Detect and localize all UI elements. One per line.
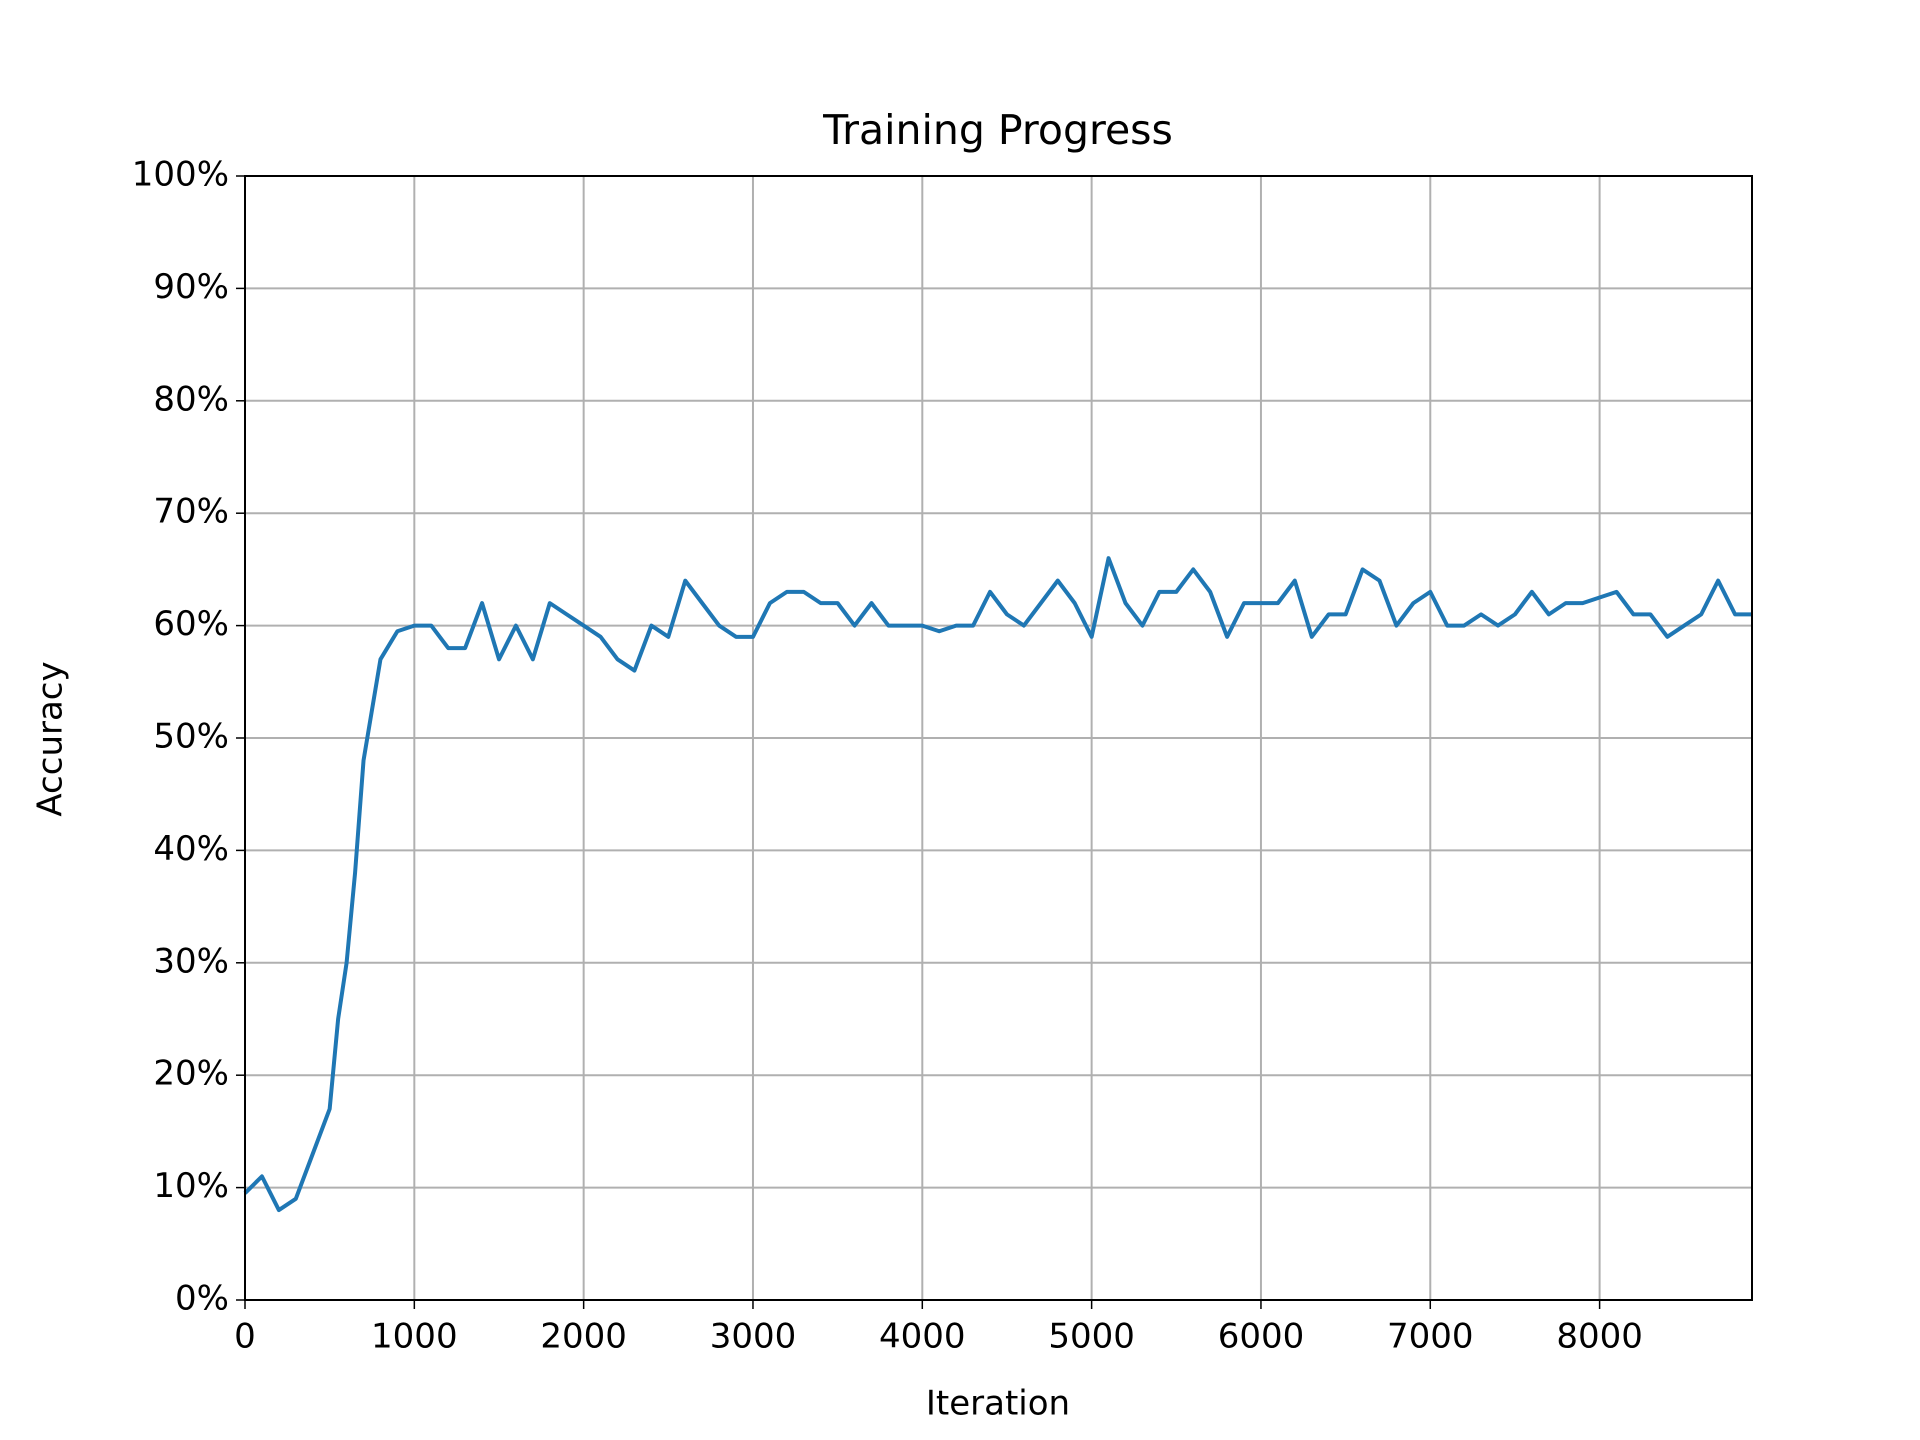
chart-title: Training Progress xyxy=(822,106,1173,154)
x-tick-label: 3000 xyxy=(710,1317,797,1357)
x-tick-label: 2000 xyxy=(540,1317,627,1357)
plot-frame xyxy=(244,175,1753,1301)
x-tick-label: 8000 xyxy=(1556,1317,1643,1357)
y-tick-label: 40% xyxy=(153,829,229,869)
x-tick-label: 6000 xyxy=(1218,1317,1305,1357)
data-line xyxy=(243,556,1752,1213)
x-axis-label: Iteration xyxy=(926,1384,1070,1424)
y-tick-label: 50% xyxy=(153,717,229,757)
y-tick-label: 20% xyxy=(153,1054,229,1094)
y-tick-label: 100% xyxy=(132,155,229,195)
x-tick-label: 1000 xyxy=(371,1317,458,1357)
x-tick-label: 4000 xyxy=(879,1317,966,1357)
y-tick-label: 10% xyxy=(153,1166,229,1206)
y-tick-label: 0% xyxy=(175,1279,229,1319)
x-tick-label: 5000 xyxy=(1048,1317,1135,1357)
y-tick-label: 80% xyxy=(153,379,229,419)
y-tick-label: 30% xyxy=(153,941,229,981)
x-tick-label: 0 xyxy=(234,1317,256,1357)
y-tick-label: 70% xyxy=(153,492,229,532)
y-tick-label: 90% xyxy=(153,267,229,307)
x-tick-label: 7000 xyxy=(1387,1317,1474,1357)
y-tick-label: 60% xyxy=(153,604,229,644)
y-axis-label: Accuracy xyxy=(31,661,71,816)
